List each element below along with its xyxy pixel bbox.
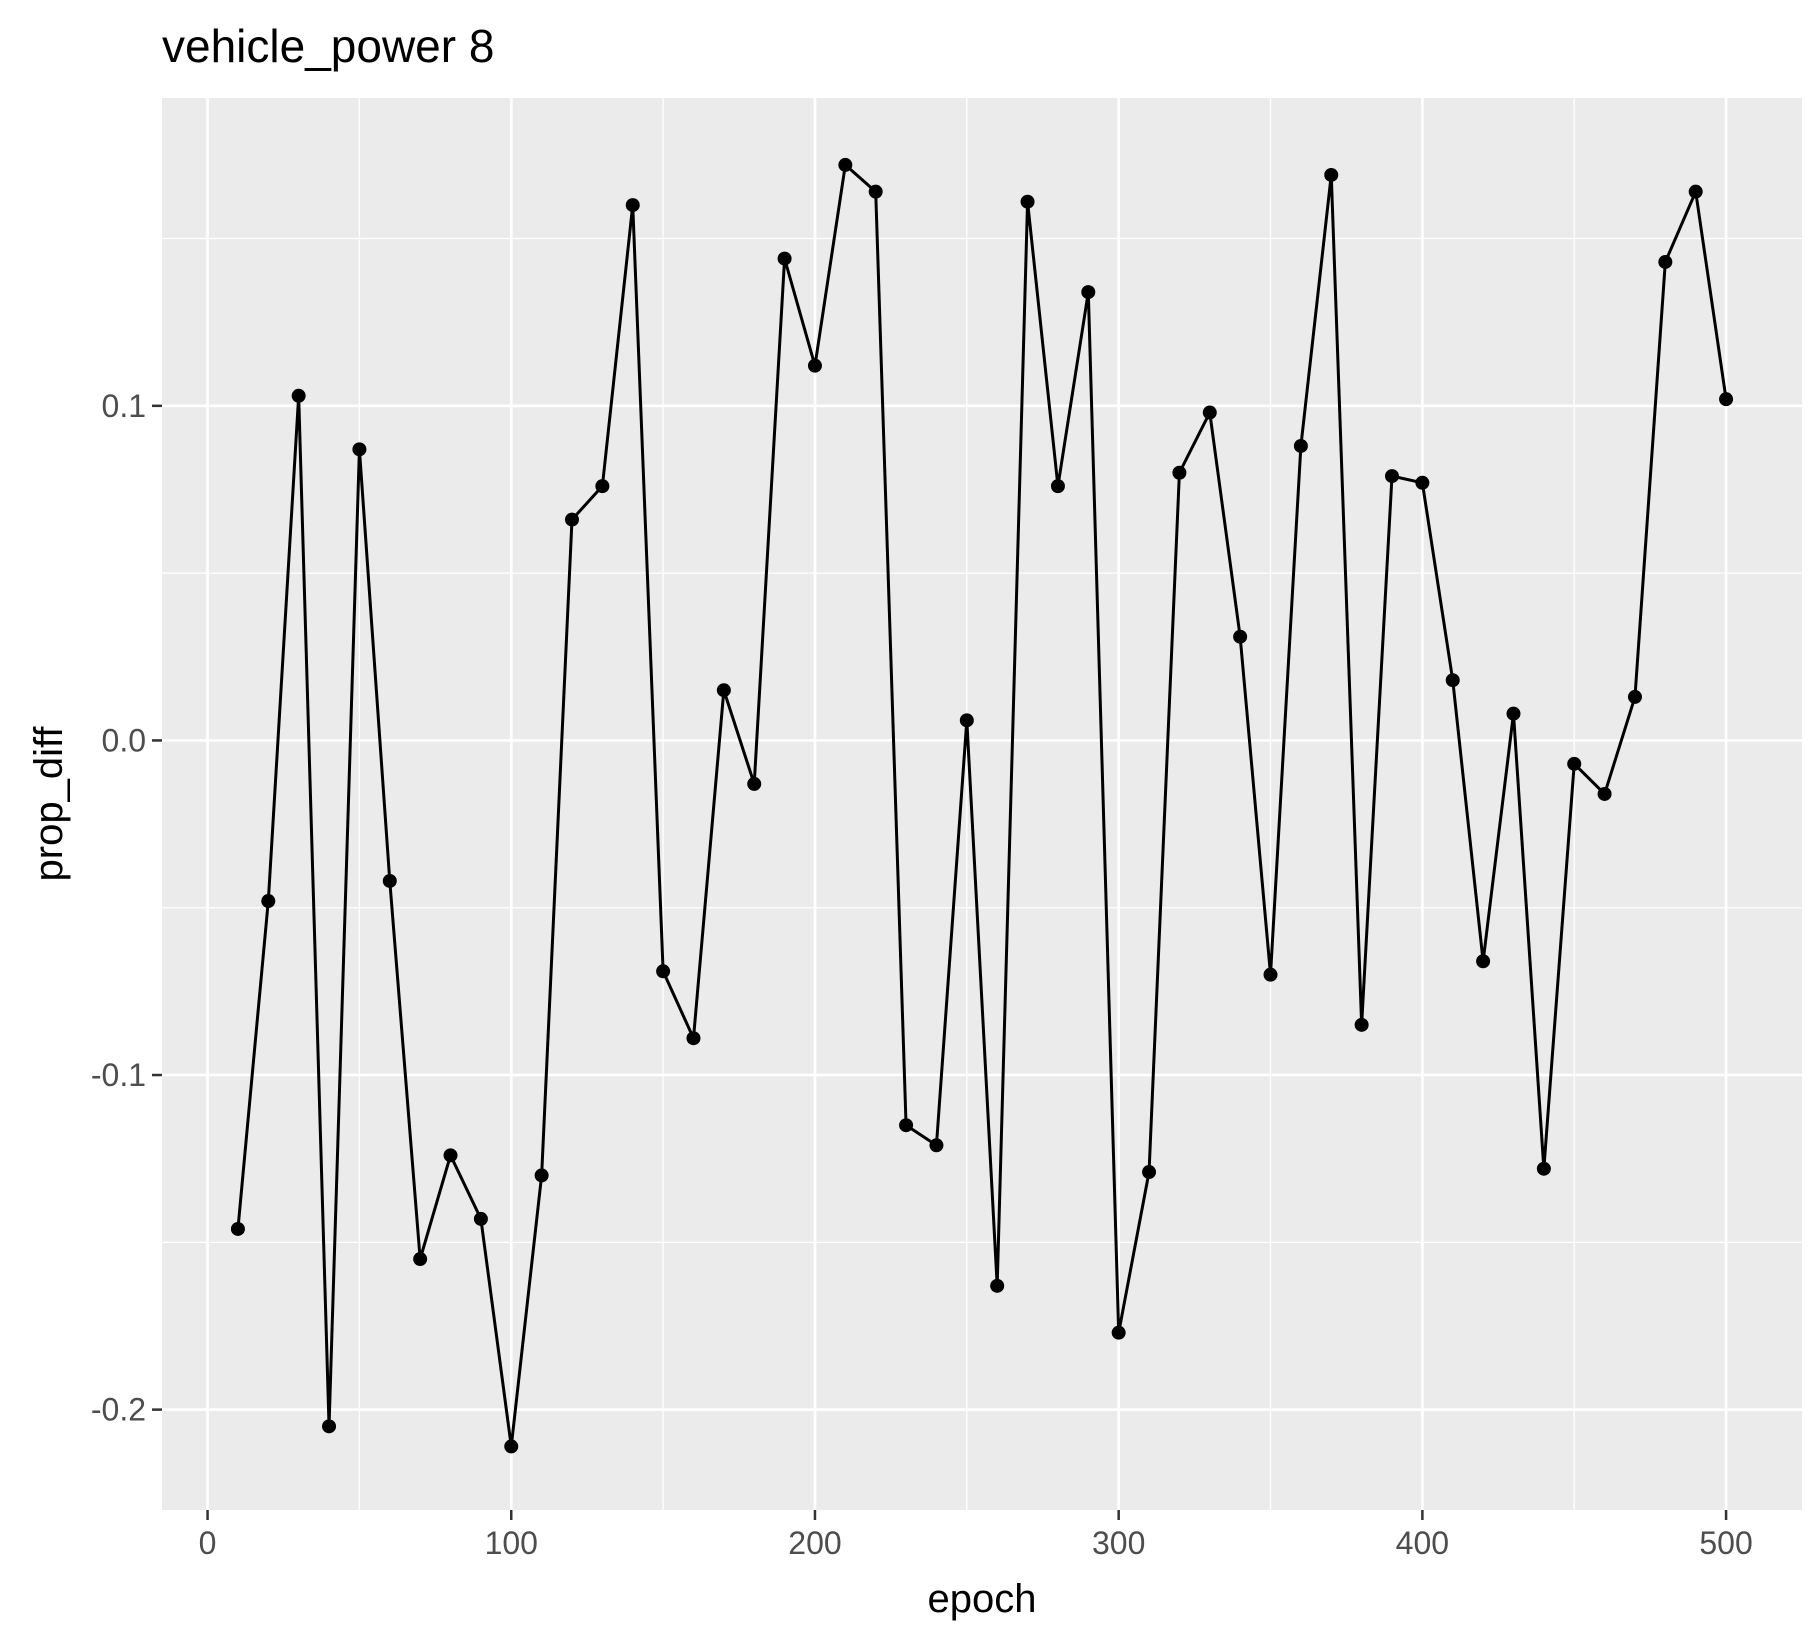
y-tick-label: -0.1 bbox=[91, 1057, 146, 1093]
data-point bbox=[1658, 254, 1673, 269]
data-point bbox=[443, 1148, 458, 1163]
data-point bbox=[504, 1439, 519, 1454]
data-point bbox=[656, 964, 671, 979]
x-tick-label: 500 bbox=[1699, 1525, 1752, 1561]
x-tick-label: 100 bbox=[485, 1525, 538, 1561]
chart-title: vehicle_power 8 bbox=[162, 20, 494, 72]
data-point bbox=[1445, 673, 1460, 688]
data-point bbox=[413, 1252, 428, 1267]
data-point bbox=[322, 1419, 337, 1434]
data-point bbox=[777, 251, 792, 266]
plot-panel bbox=[162, 98, 1802, 1510]
data-point bbox=[595, 479, 610, 494]
data-point bbox=[1354, 1017, 1369, 1032]
x-tick-label: 0 bbox=[199, 1525, 217, 1561]
data-point bbox=[1172, 465, 1187, 480]
series-points-group bbox=[230, 157, 1734, 1454]
data-point bbox=[1476, 954, 1491, 969]
y-axis-title: prop_diff bbox=[27, 726, 71, 882]
data-point bbox=[868, 184, 883, 199]
data-point bbox=[1263, 967, 1278, 982]
series-line bbox=[236, 163, 1728, 1448]
x-axis: 0 100 200 300 400 500 bbox=[199, 1510, 1753, 1561]
data-point bbox=[1627, 689, 1642, 704]
y-tick-label: 0.1 bbox=[102, 388, 146, 424]
data-point bbox=[382, 873, 397, 888]
minor-gridlines bbox=[162, 98, 1802, 1510]
data-point bbox=[565, 512, 579, 527]
data-point bbox=[1020, 194, 1035, 209]
data-point bbox=[747, 776, 762, 791]
data-point bbox=[230, 1221, 245, 1236]
data-point bbox=[807, 358, 822, 373]
data-point bbox=[990, 1278, 1005, 1293]
data-point bbox=[838, 157, 853, 172]
data-point bbox=[1081, 285, 1096, 300]
y-tick-label: -0.2 bbox=[91, 1392, 146, 1428]
data-point bbox=[929, 1138, 944, 1153]
data-point bbox=[1050, 479, 1065, 494]
y-axis: -0.2 -0.1 0.0 0.1 bbox=[91, 388, 162, 1428]
x-axis-title: epoch bbox=[928, 1577, 1037, 1621]
x-tick-label: 300 bbox=[1092, 1525, 1145, 1561]
data-point bbox=[1415, 475, 1430, 490]
data-point bbox=[959, 713, 974, 728]
data-point bbox=[1324, 167, 1339, 182]
y-tick-label: 0.0 bbox=[102, 722, 146, 758]
data-point bbox=[1688, 184, 1703, 199]
data-point bbox=[899, 1118, 914, 1133]
data-point bbox=[1142, 1165, 1157, 1180]
x-tick-label: 400 bbox=[1396, 1525, 1449, 1561]
data-point bbox=[1506, 706, 1521, 721]
data-point bbox=[1385, 469, 1399, 484]
major-gridlines bbox=[162, 98, 1802, 1510]
data-point bbox=[1202, 405, 1217, 420]
data-point bbox=[261, 894, 276, 909]
data-point bbox=[1293, 438, 1308, 453]
data-point bbox=[1111, 1325, 1126, 1340]
data-point bbox=[534, 1168, 549, 1183]
x-tick-label: 200 bbox=[788, 1525, 841, 1561]
data-point bbox=[473, 1211, 488, 1226]
data-point bbox=[1719, 392, 1734, 407]
data-point bbox=[686, 1031, 701, 1046]
data-point bbox=[1567, 756, 1582, 771]
data-point bbox=[716, 683, 731, 698]
data-point bbox=[625, 198, 640, 213]
data-point bbox=[1597, 786, 1612, 801]
data-point bbox=[1233, 629, 1248, 644]
series-line-group bbox=[236, 163, 1728, 1448]
data-point bbox=[291, 388, 306, 403]
data-point bbox=[352, 442, 367, 457]
data-point bbox=[1536, 1161, 1551, 1176]
